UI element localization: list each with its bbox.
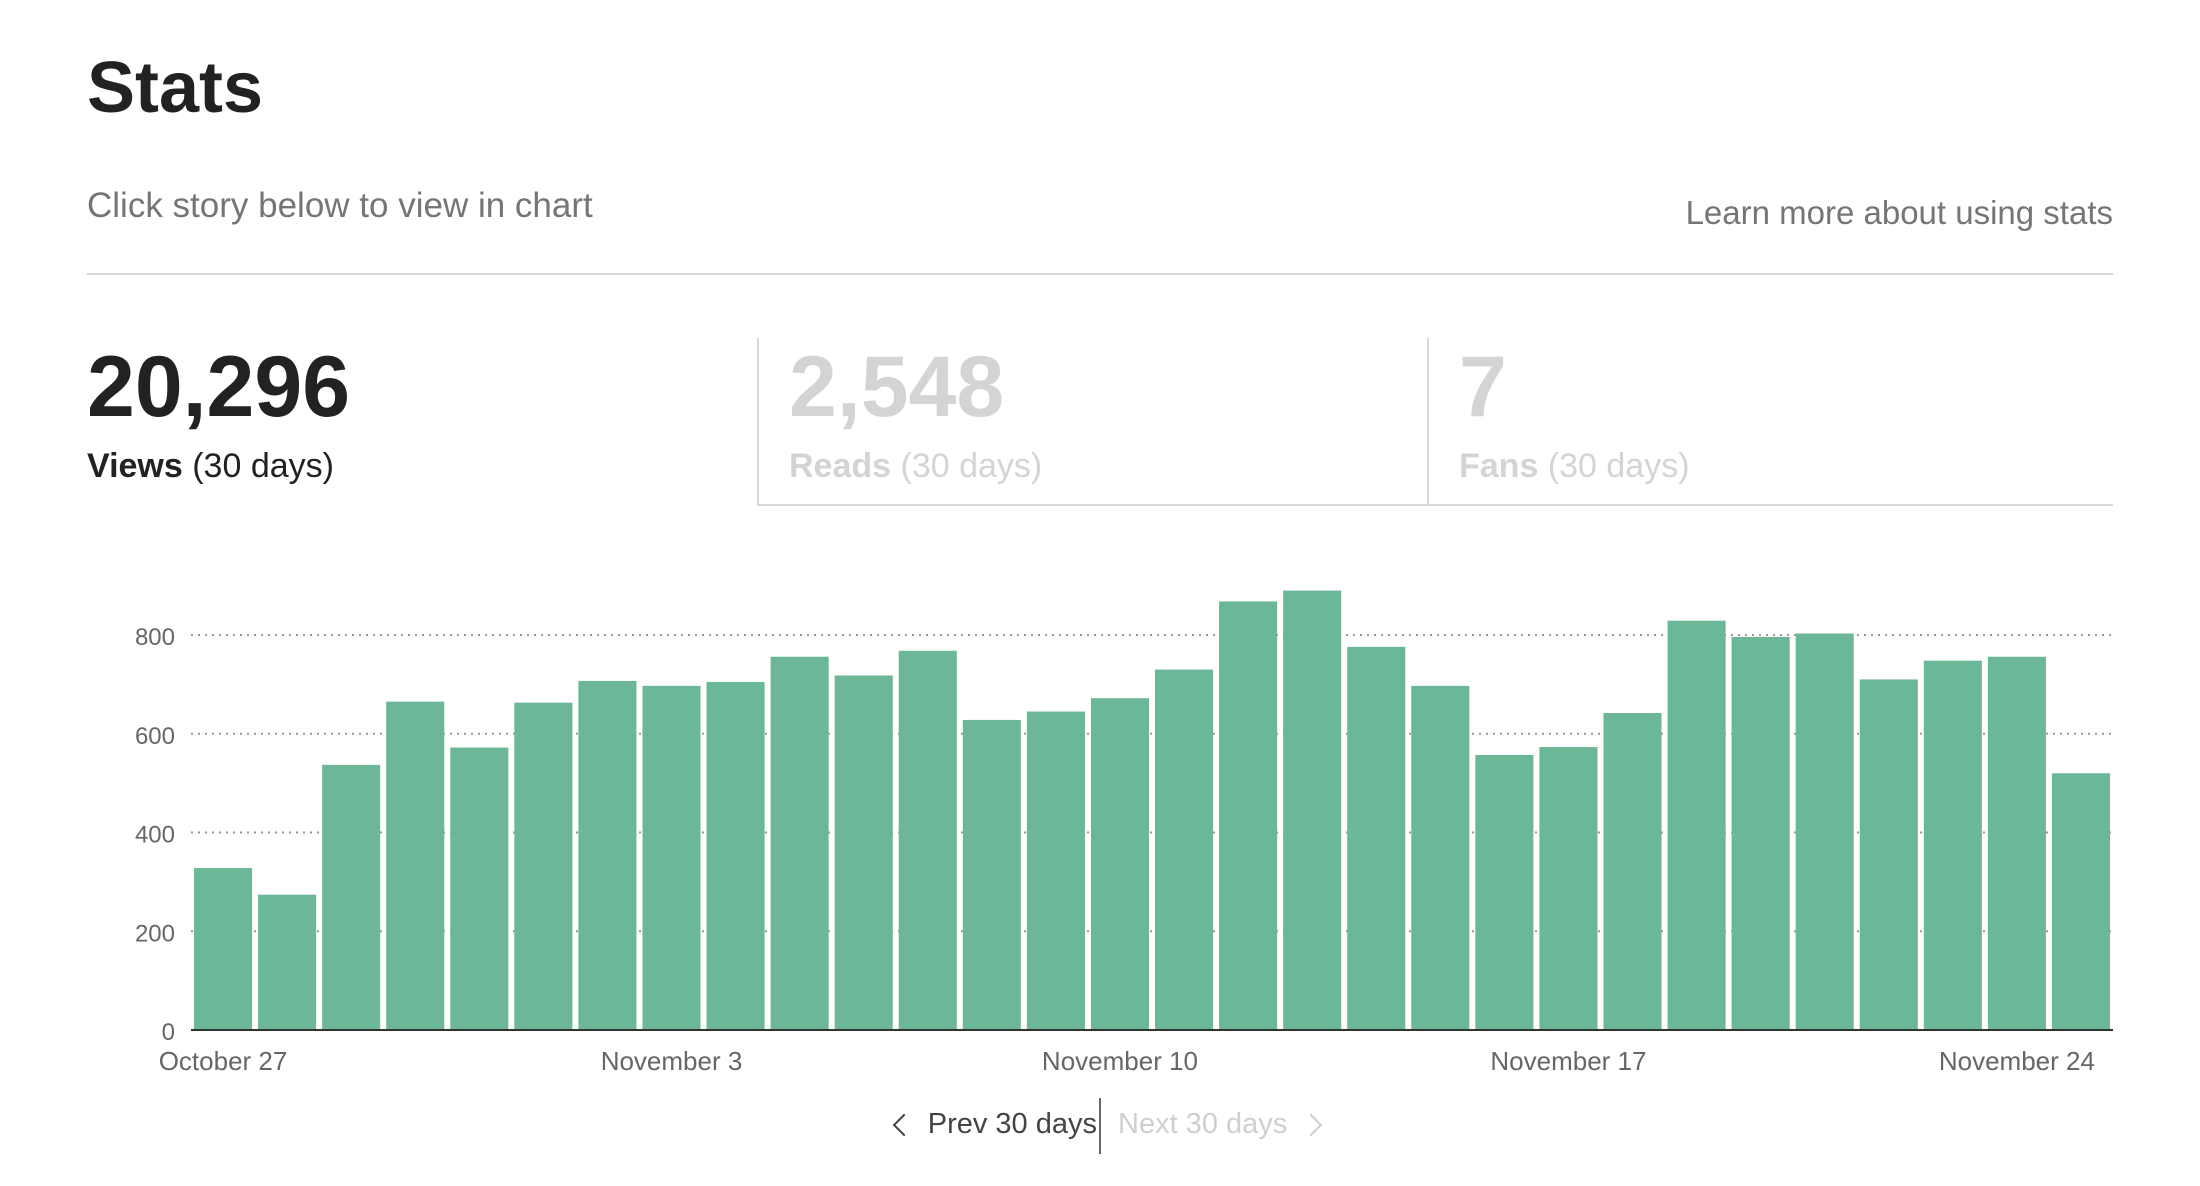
prev-30-days-button[interactable]: Prev 30 days xyxy=(892,1102,1097,1146)
next-30-days-button: Next 30 days xyxy=(1118,1102,1323,1146)
y-tick-label: 0 xyxy=(162,1019,175,1046)
learn-more-link[interactable]: Learn more about using stats xyxy=(1685,194,2113,231)
bar[interactable] xyxy=(386,701,445,1030)
bar[interactable] xyxy=(1026,711,1085,1030)
bar[interactable] xyxy=(1923,660,1982,1030)
bar[interactable] xyxy=(1603,713,1662,1030)
x-tick-label: November 24 xyxy=(1939,1046,2095,1076)
x-tick-label: October 27 xyxy=(159,1046,288,1076)
fans-label: Fans (30 days) xyxy=(1459,447,1690,485)
fans-count: 7 xyxy=(1459,339,1507,435)
bar[interactable] xyxy=(2051,773,2110,1030)
bar[interactable] xyxy=(706,681,765,1030)
x-tick-label: November 17 xyxy=(1490,1046,1646,1076)
bar[interactable] xyxy=(1795,633,1854,1030)
bar[interactable] xyxy=(962,719,1021,1030)
views-count: 20,296 xyxy=(87,339,351,435)
reads-label: Reads (30 days) xyxy=(789,447,1043,485)
bar[interactable] xyxy=(514,702,573,1030)
views-bar-chart: 0 200 400 600 800 October 27 November 3 Novembe… xyxy=(135,590,2113,1076)
y-tick-label: 200 xyxy=(135,920,175,947)
bar[interactable] xyxy=(834,675,893,1030)
bar[interactable] xyxy=(578,680,637,1030)
chevron-right-icon xyxy=(1299,1114,1323,1137)
bar[interactable] xyxy=(258,894,317,1030)
bar[interactable] xyxy=(1347,646,1406,1030)
bar[interactable] xyxy=(1731,636,1790,1030)
bar[interactable] xyxy=(194,868,253,1030)
x-tick-label: November 10 xyxy=(1042,1046,1198,1076)
bar[interactable] xyxy=(1539,747,1598,1030)
bar[interactable] xyxy=(770,656,829,1030)
bar[interactable] xyxy=(1090,698,1149,1030)
y-tick-label: 800 xyxy=(135,624,175,651)
bar[interactable] xyxy=(1411,685,1470,1030)
pager-divider xyxy=(1099,1098,1101,1154)
bar[interactable] xyxy=(642,685,701,1030)
page-title: Stats xyxy=(87,48,264,128)
bar[interactable] xyxy=(450,747,509,1030)
x-tick-label: November 3 xyxy=(601,1046,743,1076)
bar[interactable] xyxy=(898,650,957,1030)
y-tick-label: 600 xyxy=(135,723,175,750)
views-label: Views (30 days) xyxy=(87,447,334,485)
bar[interactable] xyxy=(1219,601,1278,1030)
bar[interactable] xyxy=(1283,590,1342,1030)
bar[interactable] xyxy=(1859,679,1918,1030)
bar[interactable] xyxy=(1667,620,1726,1030)
reads-count: 2,548 xyxy=(789,339,1005,435)
y-tick-label: 400 xyxy=(135,822,175,849)
chart-instruction: Click story below to view in chart xyxy=(87,186,593,225)
bar[interactable] xyxy=(1155,669,1214,1030)
bar[interactable] xyxy=(1987,656,2046,1030)
bar[interactable] xyxy=(1475,754,1534,1030)
tab-fans[interactable]: 7 Fans (30 days) xyxy=(1427,338,2113,506)
chevron-left-icon xyxy=(892,1114,916,1137)
chart-pager: Prev 30 days Next 30 days xyxy=(0,1098,2200,1154)
bar[interactable] xyxy=(322,764,381,1030)
tab-reads[interactable]: 2,548 Reads (30 days) xyxy=(757,338,1427,506)
header-divider xyxy=(87,273,2113,275)
tab-views[interactable]: 20,296 Views (30 days) xyxy=(87,338,757,506)
